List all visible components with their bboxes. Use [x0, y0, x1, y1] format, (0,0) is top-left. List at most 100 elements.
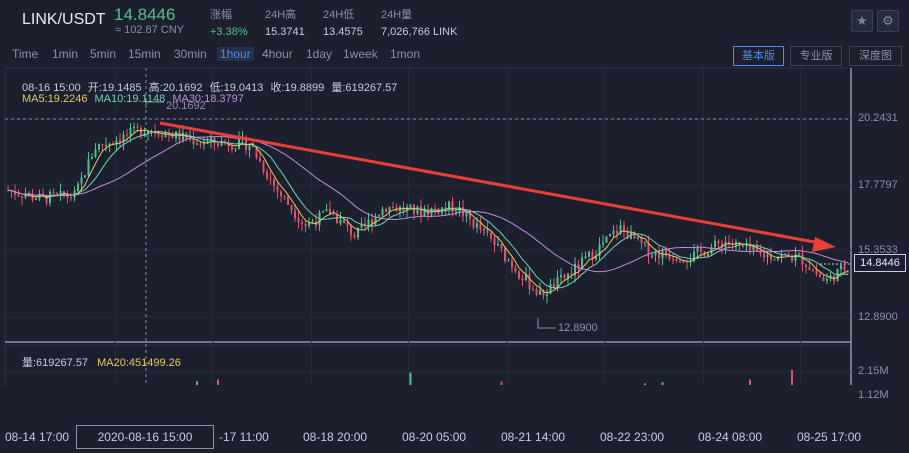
- tab-1min[interactable]: 1min: [52, 47, 79, 61]
- stat-label: 24H高: [265, 9, 297, 21]
- legend-time: 08-16 15:00: [22, 82, 81, 94]
- candle-body: [539, 290, 541, 295]
- price-axis-label: 15.3533: [858, 244, 898, 256]
- candle-body: [679, 260, 681, 262]
- candle-body: [535, 289, 538, 295]
- candle-body: [808, 267, 811, 271]
- candle-body: [752, 246, 755, 251]
- candle-body: [511, 260, 513, 268]
- candle-body: [434, 208, 436, 210]
- candle-body: [203, 143, 205, 145]
- basic-mode-button[interactable]: 基本版: [733, 46, 784, 66]
- candle-body: [136, 126, 139, 128]
- trading-pair: LINK/USDT: [22, 11, 106, 28]
- last-price: 14.8446: [114, 5, 176, 24]
- candle-body: [322, 211, 324, 213]
- candle-body: [87, 158, 90, 176]
- candle-body: [231, 146, 233, 150]
- stat-value: 13.4575: [323, 26, 363, 38]
- stat-value: 7,026,766 LINK: [381, 26, 458, 38]
- candle-body: [84, 175, 86, 178]
- tab-1week[interactable]: 1week: [343, 47, 378, 61]
- candle-body: [504, 248, 506, 262]
- candle-body: [651, 255, 653, 257]
- candle-body: [794, 254, 797, 261]
- candle-body: [777, 257, 779, 260]
- price-cny: ≈ 102.87 CNY: [115, 24, 185, 36]
- price-axis-label: 12.8900: [858, 311, 898, 323]
- kline-chart[interactable]: [0, 0, 909, 385]
- candle-body: [581, 257, 583, 270]
- candle-body: [591, 251, 594, 260]
- candle-body: [294, 210, 296, 219]
- tab-4hour[interactable]: 4hour: [262, 47, 293, 61]
- candle-body: [444, 207, 447, 209]
- candle-body: [182, 132, 184, 140]
- candle-body: [479, 223, 482, 230]
- volume-bar: [409, 372, 412, 385]
- candle-body: [308, 222, 310, 226]
- candle-body: [385, 208, 387, 212]
- tab-1day[interactable]: 1day: [306, 47, 333, 61]
- ma-legend: MA5:19.2246 MA10:19.1148 MA30:18.3797: [22, 93, 248, 105]
- tab-1mon[interactable]: 1mon: [390, 47, 421, 61]
- candle-body: [532, 289, 534, 291]
- candle-body: [52, 191, 55, 194]
- candle-body: [556, 277, 559, 289]
- tab-time[interactable]: Time: [12, 47, 39, 61]
- candle-body: [549, 283, 552, 294]
- candle-body: [801, 253, 804, 265]
- candle-body: [518, 271, 520, 279]
- candle-body: [329, 209, 331, 215]
- candle-body: [836, 269, 839, 282]
- candle-body: [553, 283, 555, 289]
- candle-body: [791, 255, 793, 261]
- volume-legend: 量:619267.57 MA20:451499.26: [22, 354, 181, 370]
- candle-body: [770, 254, 772, 260]
- ma5-line: [7, 129, 849, 294]
- candle-body: [360, 223, 363, 228]
- candle-body: [619, 225, 622, 234]
- candle-body: [248, 145, 251, 151]
- depth-chart-button[interactable]: 深度图: [849, 46, 902, 66]
- candle-body: [357, 227, 359, 238]
- candle-body: [255, 147, 258, 158]
- candle-body: [521, 278, 524, 281]
- legend-ma20: MA20:451499.26: [97, 357, 181, 369]
- time-tick: 08-24 08:00: [698, 430, 763, 444]
- time-tick: 08-22 23:00: [600, 430, 665, 444]
- candle-body: [451, 201, 454, 212]
- candle-body: [269, 178, 272, 180]
- time-tick: 08-25 17:00: [797, 430, 862, 444]
- candle-body: [745, 243, 748, 247]
- candle-body: [126, 134, 128, 136]
- star-icon[interactable]: ★: [851, 10, 873, 32]
- volume-bar: [749, 379, 751, 385]
- volume-bar: [196, 381, 198, 385]
- volume-bar: [644, 383, 646, 385]
- pro-mode-button[interactable]: 专业版: [790, 46, 842, 66]
- candle-body: [367, 219, 370, 226]
- stat-24h-low: 24H低 13.4575: [323, 6, 363, 38]
- candle-body: [633, 231, 636, 239]
- tab-1hour[interactable]: 1hour: [217, 47, 254, 61]
- candle-body: [199, 143, 202, 145]
- candle-body: [640, 237, 643, 244]
- candle-body: [297, 218, 300, 223]
- legend-ma10: MA10:19.1148: [94, 93, 166, 105]
- candle-body: [283, 195, 286, 197]
- legend-ma30: MA30:18.3797: [172, 93, 244, 105]
- candle-body: [388, 206, 391, 212]
- candle-body: [626, 230, 629, 239]
- candle-body: [840, 265, 842, 270]
- candle-body: [560, 275, 562, 278]
- gear-icon[interactable]: ⚙: [877, 10, 899, 32]
- time-tick: 08-18 20:00: [303, 430, 368, 444]
- candle-body: [420, 206, 422, 217]
- tab-5min[interactable]: 5min: [90, 47, 117, 61]
- candle-body: [59, 190, 62, 194]
- tab-15min[interactable]: 15min: [128, 47, 161, 61]
- candle-body: [805, 264, 807, 268]
- candle-body: [276, 186, 279, 192]
- tab-30min[interactable]: 30min: [174, 47, 207, 61]
